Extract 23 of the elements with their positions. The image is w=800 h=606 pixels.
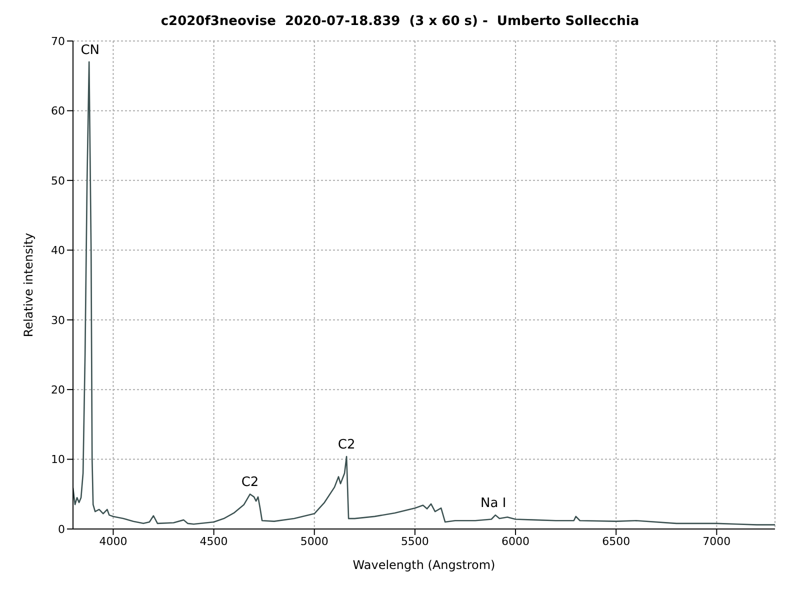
x-axis-title: Wavelength (Angstrom)	[352, 558, 496, 572]
chart-title: c2020f3neovise 2020-07-18.839 (3 x 60 s) - Umberto Sollecchia	[160, 14, 640, 29]
annotation: C2	[241, 475, 259, 490]
x-tick-label: 4500	[200, 534, 228, 548]
y-tick-label: 10	[51, 453, 65, 466]
annotation: Na I	[480, 496, 506, 512]
x-tick-label: 6000	[502, 534, 530, 548]
y-axis-title: Relative intensity	[21, 232, 36, 338]
line-series	[73, 61, 775, 526]
x-tick-label: 7000	[702, 534, 731, 548]
y-tick-label: 50	[51, 174, 65, 188]
x-tick-label: 6500	[602, 534, 630, 548]
annotation: CN	[80, 42, 100, 58]
x-tick-label: 5000	[300, 534, 328, 548]
y-tick-label: 60	[51, 104, 65, 118]
annotation: C2	[338, 437, 356, 452]
x-tick-label: 5500	[400, 534, 429, 548]
y-tick-label: 20	[51, 383, 65, 396]
x-tick-label: 4000	[99, 534, 128, 548]
y-tick-label: 70	[51, 34, 65, 48]
y-tick-label: 30	[51, 314, 65, 327]
y-tick-label: 0	[58, 522, 65, 536]
y-tick-label: 40	[51, 244, 65, 258]
